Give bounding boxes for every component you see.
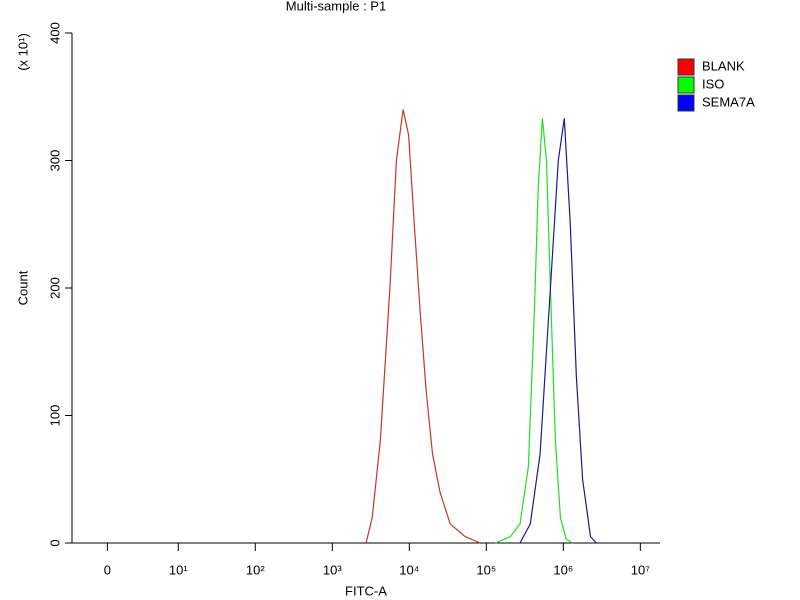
x-tick-label: 10⁵ <box>476 562 496 577</box>
legend-label: ISO <box>702 76 724 91</box>
legend-swatch <box>677 94 695 112</box>
y-axis-label: Count <box>15 270 30 305</box>
y-tick-label: 0 <box>47 539 62 546</box>
y-multiplier: (x 10¹) <box>15 33 30 71</box>
legend-swatch <box>677 76 695 94</box>
series-line <box>519 118 597 544</box>
legend-label: BLANK <box>702 58 745 73</box>
x-tick-label: 10² <box>246 562 265 577</box>
y-tick-label: 300 <box>47 150 62 172</box>
legend-swatch <box>677 58 695 76</box>
y-tick-label: 100 <box>47 405 62 427</box>
y-tick-label: 400 <box>47 22 62 44</box>
y-tick-label: 200 <box>47 277 62 299</box>
series-line <box>365 109 481 544</box>
series-line <box>495 118 573 544</box>
x-tick-label: 10⁴ <box>399 562 419 577</box>
x-axis-label: FITC-A <box>345 583 387 598</box>
x-tick-label: 10⁷ <box>631 562 650 577</box>
x-tick-label: 10³ <box>323 562 342 577</box>
x-tick-label: 10⁶ <box>553 562 573 577</box>
legend-label: SEMA7A <box>702 94 755 109</box>
x-tick-label: 10¹ <box>169 562 188 577</box>
chart-title: Multi-sample : P1 <box>286 0 386 13</box>
x-tick-label: 0 <box>104 562 111 577</box>
